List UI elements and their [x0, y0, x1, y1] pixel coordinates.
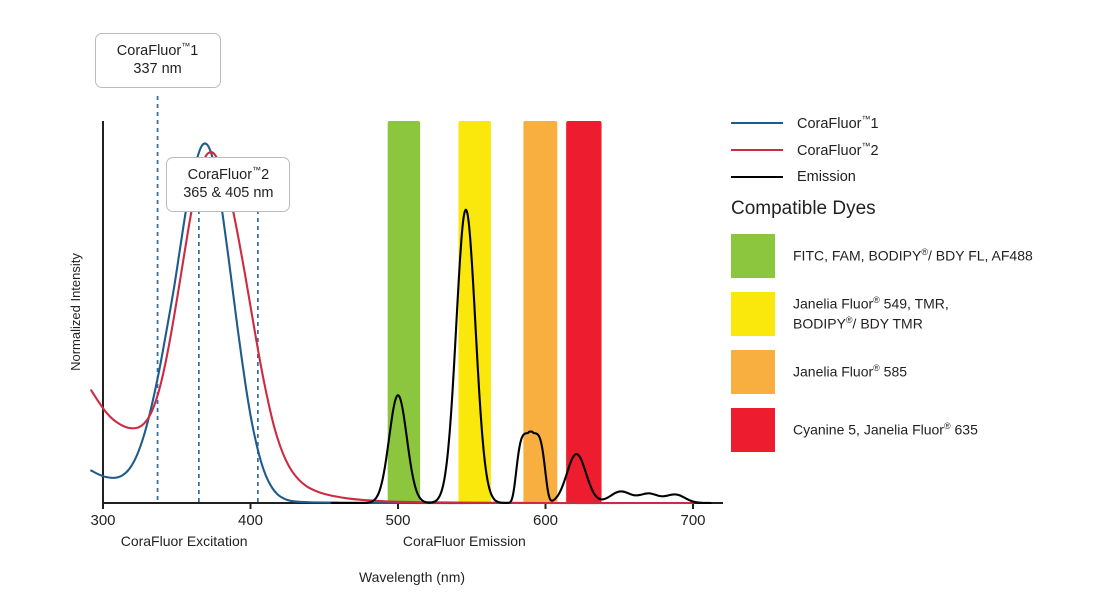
series-legend: CoraFluor™1 CoraFluor™2 Emission — [731, 109, 1071, 190]
dye-color-swatch — [731, 292, 775, 336]
dye-item-label: Janelia Fluor® 585 — [793, 362, 907, 382]
dye-item-label: Cyanine 5, Janelia Fluor® 635 — [793, 420, 978, 440]
color-bands — [387, 121, 602, 503]
legend-line-swatch — [731, 121, 783, 124]
legend-item-2[interactable]: CoraFluor™2 — [731, 136, 1071, 163]
dye-item-2[interactable]: Janelia Fluor® 549, TMR, BODIPY®/ BDY TMR — [731, 292, 1091, 336]
dye-item-1[interactable]: FITC, FAM, BODIPY®/ BDY FL, AF488 — [731, 234, 1091, 278]
compatible-dyes-panel: Compatible Dyes FITC, FAM, BODIPY®/ BDY … — [731, 198, 1091, 466]
x-tick-label-500: 500 — [385, 512, 410, 529]
x-axis-title: Wavelength (nm) — [359, 569, 465, 585]
band-orange — [523, 121, 558, 503]
callout-value: 337 nm — [133, 61, 182, 78]
callout-title: CoraFluor™2 — [187, 165, 270, 183]
legend-item-label: CoraFluor™1 — [797, 113, 879, 132]
dye-item-label: Janelia Fluor® 549, TMR, BODIPY®/ BDY TMR — [793, 294, 949, 333]
dye-label-line: BODIPY®/ BDY TMR — [793, 315, 923, 332]
y-axis-title: Normalized Intensity — [68, 253, 83, 371]
legend-line-swatch — [731, 175, 783, 178]
axis-section-label-1: CoraFluor Excitation — [121, 533, 248, 549]
callout-corafluor2: CoraFluor™2 365 & 405 nm — [166, 157, 291, 212]
dye-item-label: FITC, FAM, BODIPY®/ BDY FL, AF488 — [793, 246, 1033, 266]
axis-labels: 300 400 500 600 700 CoraFluor Excitation CoraF… — [68, 253, 706, 585]
dye-label-line: Janelia Fluor® 549, TMR, — [793, 295, 949, 313]
x-tick-label-400: 400 — [238, 512, 263, 529]
dye-label-line: Janelia Fluor® 585 — [793, 363, 908, 380]
legend-line-swatch — [731, 148, 783, 151]
legend-item-3[interactable]: Emission — [731, 163, 1071, 190]
callout-title: CoraFluor™1 — [116, 41, 199, 59]
dye-color-swatch — [731, 234, 775, 278]
compatible-dyes-list: FITC, FAM, BODIPY®/ BDY FL, AF488 Janelia… — [731, 234, 1091, 452]
x-tick-label-700: 700 — [680, 512, 705, 529]
series-curve-excitation-2 — [90, 151, 695, 505]
series-curve-excitation-1 — [90, 142, 695, 505]
band-green — [387, 121, 421, 503]
x-tick-label-300: 300 — [90, 512, 115, 529]
band-red — [566, 121, 602, 503]
series-curve-emission — [330, 208, 712, 505]
compatible-dyes-title: Compatible Dyes — [731, 198, 876, 219]
curves — [90, 142, 712, 505]
callout-corafluor1: CoraFluor™1 337 nm — [94, 33, 221, 88]
dye-item-4[interactable]: Cyanine 5, Janelia Fluor® 635 — [731, 408, 1091, 452]
legend-item-label: CoraFluor™2 — [797, 140, 879, 159]
legend-item-1[interactable]: CoraFluor™1 — [731, 109, 1071, 136]
legend-item-label: Emission — [797, 168, 856, 185]
axis-section-label-2: CoraFluor Emission — [403, 533, 526, 549]
dye-color-swatch — [731, 408, 775, 452]
callout-value: 365 & 405 nm — [183, 185, 274, 202]
dye-label-line: Cyanine 5, Janelia Fluor® 635 — [793, 421, 978, 438]
dye-item-3[interactable]: Janelia Fluor® 585 — [731, 350, 1091, 394]
dye-color-swatch — [731, 350, 775, 394]
x-tick-label-600: 600 — [533, 512, 558, 529]
dye-label-line: FITC, FAM, BODIPY®/ BDY FL, AF488 — [793, 247, 1033, 264]
